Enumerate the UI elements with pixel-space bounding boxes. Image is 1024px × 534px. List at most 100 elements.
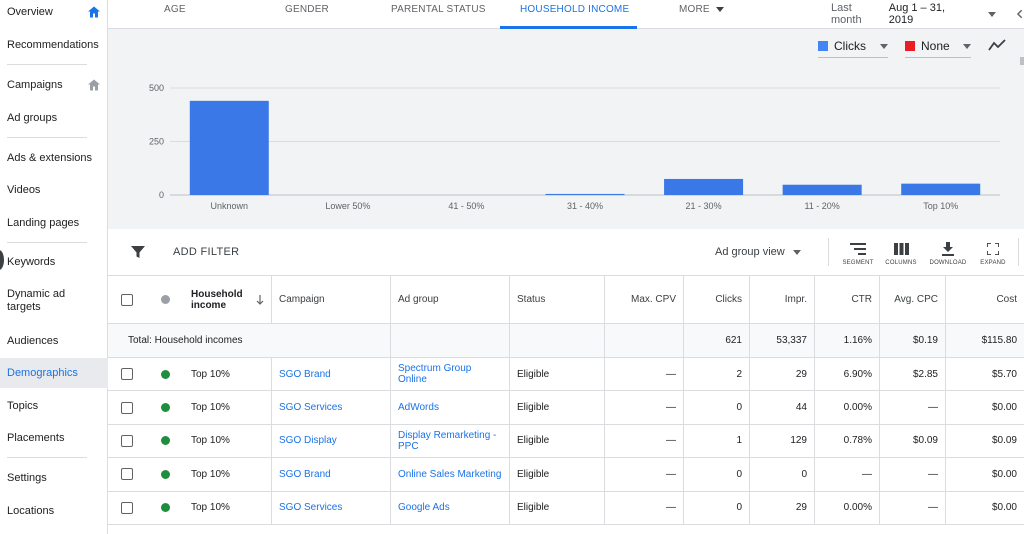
sidebar-item-keywords[interactable]: Keywords bbox=[0, 252, 108, 272]
tab-household-income[interactable]: HOUSEHOLD INCOME bbox=[520, 4, 629, 15]
header-avg-cpc[interactable]: Avg. CPC bbox=[880, 276, 946, 323]
secondary-metric-select[interactable]: None bbox=[905, 39, 971, 58]
tab-age[interactable]: AGE bbox=[164, 4, 186, 15]
tab-gender[interactable]: GENDER bbox=[285, 4, 329, 15]
clicks-cell-text: 0 bbox=[736, 502, 742, 514]
clicks-cell: 1 bbox=[684, 424, 750, 458]
row-checkbox[interactable] bbox=[121, 468, 133, 481]
clicks-cell-text: 1 bbox=[736, 435, 742, 447]
bar-4[interactable] bbox=[664, 178, 744, 195]
home-icon bbox=[88, 6, 100, 18]
bar-0[interactable] bbox=[189, 100, 269, 195]
sidebar-item-campaigns[interactable]: Campaigns bbox=[0, 75, 108, 95]
row-checkbox[interactable] bbox=[121, 501, 133, 514]
campaign-link[interactable]: SGO Brand bbox=[272, 358, 391, 391]
segment-button[interactable]: SEGMENT bbox=[833, 240, 883, 266]
expand-button[interactable]: EXPAND bbox=[968, 240, 1018, 266]
active-tab-indicator bbox=[500, 26, 637, 29]
sidebar-item-overview[interactable]: Overview bbox=[0, 2, 108, 22]
bar-5[interactable] bbox=[782, 184, 862, 195]
sidebar-item-placements[interactable]: Placements bbox=[0, 428, 108, 448]
view-select[interactable]: Ad group view bbox=[715, 246, 801, 258]
avg-cpc-cell-text: — bbox=[928, 468, 938, 480]
sidebar-item-label: Keywords bbox=[7, 255, 56, 268]
sidebar-item-demographics[interactable]: Demographics bbox=[0, 358, 108, 388]
sidebar-item-videos[interactable]: Videos bbox=[0, 180, 108, 200]
divider bbox=[7, 64, 87, 65]
bar-6[interactable] bbox=[901, 183, 981, 195]
tab-parental-status[interactable]: PARENTAL STATUS bbox=[391, 4, 486, 15]
header-ad-group[interactable]: Ad group bbox=[391, 276, 510, 323]
campaign-link[interactable]: SGO Brand bbox=[272, 458, 391, 491]
tab-more[interactable]: MORE bbox=[679, 4, 724, 15]
line-chart-icon[interactable] bbox=[988, 39, 1006, 51]
campaign-link[interactable]: SGO Display bbox=[272, 424, 391, 458]
total-label: Total: Household incomes bbox=[108, 324, 391, 357]
campaign-link-text[interactable]: SGO Services bbox=[279, 502, 343, 514]
ad-group-link-text[interactable]: Online Sales Marketing bbox=[398, 468, 502, 480]
campaign-link-text[interactable]: SGO Display bbox=[279, 435, 337, 447]
campaign-link-text[interactable]: SGO Brand bbox=[279, 468, 331, 480]
ad-group-link[interactable]: AdWords bbox=[391, 391, 510, 424]
bar-3[interactable] bbox=[545, 193, 625, 195]
campaign-link[interactable]: SGO Services bbox=[272, 491, 391, 524]
expand-label: EXPAND bbox=[980, 260, 1006, 266]
sidebar-item-settings[interactable]: Settings bbox=[0, 468, 108, 488]
header-max-cpv[interactable]: Max. CPV bbox=[605, 276, 684, 323]
avg-cpc-cell-text: $0.09 bbox=[912, 435, 938, 447]
header-label: Status bbox=[517, 294, 546, 305]
sidebar-item-ad-groups[interactable]: Ad groups bbox=[0, 108, 108, 128]
sidebar-item-ads-extensions[interactable]: Ads & extensions bbox=[0, 148, 108, 168]
header-clicks[interactable]: Clicks bbox=[684, 276, 750, 323]
row-checkbox[interactable] bbox=[121, 368, 133, 381]
scroll-handle[interactable] bbox=[0, 250, 4, 270]
header-household-income[interactable]: Household income bbox=[184, 276, 272, 323]
header-cost[interactable]: Cost bbox=[946, 276, 1024, 323]
header-status[interactable]: Status bbox=[510, 276, 605, 323]
row-checkbox[interactable] bbox=[121, 401, 133, 414]
row-select-cell bbox=[108, 391, 146, 423]
status-cell: Eligible bbox=[510, 458, 605, 491]
columns-button[interactable]: COLUMNS bbox=[876, 240, 926, 266]
date-range-picker[interactable]: Last month Aug 1 – 31, 2019 bbox=[831, 2, 1024, 26]
header-impr[interactable]: Impr. bbox=[750, 276, 815, 323]
ad-group-link-text[interactable]: AdWords bbox=[398, 402, 439, 414]
ad-group-link[interactable]: Online Sales Marketing bbox=[391, 458, 510, 491]
filter-icon[interactable] bbox=[131, 245, 145, 259]
ad-group-link[interactable]: Google Ads bbox=[391, 491, 510, 524]
sidebar-item-dynamic-ad-targets[interactable]: Dynamic ad targets bbox=[0, 287, 108, 315]
select-all-checkbox[interactable] bbox=[121, 293, 133, 306]
status-dot bbox=[160, 436, 170, 446]
sidebar-item-recommendations[interactable]: Recommendations bbox=[0, 35, 108, 55]
sidebar-item-landing-pages[interactable]: Landing pages bbox=[0, 213, 108, 233]
download-icon bbox=[942, 242, 954, 256]
primary-metric-select[interactable]: Clicks bbox=[818, 39, 888, 58]
ad-group-link[interactable]: Spectrum Group Online bbox=[391, 358, 510, 391]
impr-cell: 129 bbox=[750, 424, 815, 458]
campaign-link-text[interactable]: SGO Brand bbox=[279, 368, 331, 380]
campaign-link-text[interactable]: SGO Services bbox=[279, 402, 343, 414]
sidebar-item-topics[interactable]: Topics bbox=[0, 396, 108, 416]
ad-group-link-text[interactable]: Spectrum Group Online bbox=[398, 363, 472, 386]
sidebar-item-locations[interactable]: Locations bbox=[0, 501, 108, 521]
total-empty bbox=[510, 324, 605, 357]
total-clicks-value: 621 bbox=[725, 335, 742, 346]
ad-group-link-text[interactable]: Google Ads bbox=[398, 502, 450, 514]
add-filter-button[interactable]: ADD FILTER bbox=[173, 246, 240, 258]
download-button[interactable]: DOWNLOAD bbox=[923, 240, 973, 266]
header-campaign[interactable]: Campaign bbox=[272, 276, 391, 323]
date-range-value: Aug 1 – 31, 2019 bbox=[888, 2, 946, 26]
avg-cpc-cell: $0.09 bbox=[880, 424, 946, 458]
x-tick-label: 41 - 50% bbox=[448, 201, 484, 211]
row-select-cell bbox=[108, 458, 146, 490]
expand-icon bbox=[987, 243, 999, 255]
ad-group-link[interactable]: Display Remarketing - PPC bbox=[391, 424, 510, 458]
impr-cell-text: 29 bbox=[795, 502, 807, 514]
row-checkbox[interactable] bbox=[121, 434, 133, 447]
cost-cell: $0.00 bbox=[946, 492, 1024, 524]
ad-group-link-text[interactable]: Display Remarketing - PPC bbox=[398, 429, 497, 452]
header-ctr[interactable]: CTR bbox=[815, 276, 880, 323]
campaign-link[interactable]: SGO Services bbox=[272, 391, 391, 424]
chevron-left-icon[interactable] bbox=[1016, 9, 1024, 19]
sidebar-item-audiences[interactable]: Audiences bbox=[0, 331, 108, 351]
